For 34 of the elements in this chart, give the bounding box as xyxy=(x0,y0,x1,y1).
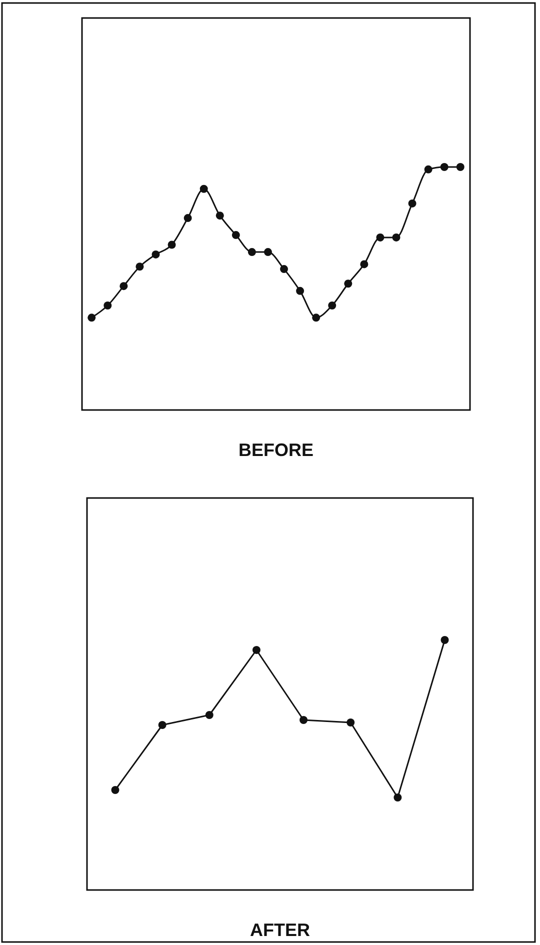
point xyxy=(440,636,449,644)
point xyxy=(300,716,308,724)
point xyxy=(168,240,176,249)
point xyxy=(440,163,448,171)
point xyxy=(200,184,208,193)
point xyxy=(104,302,112,310)
point xyxy=(216,212,224,220)
text: BEFORE xyxy=(238,440,314,460)
point xyxy=(312,314,320,322)
point xyxy=(408,199,416,208)
point xyxy=(158,721,166,729)
point xyxy=(456,163,464,171)
point xyxy=(296,286,304,295)
point xyxy=(120,282,128,290)
point xyxy=(360,260,368,268)
point xyxy=(328,302,336,310)
point xyxy=(152,250,160,258)
point xyxy=(111,786,120,794)
point xyxy=(394,794,402,802)
point xyxy=(232,231,240,240)
point xyxy=(252,646,260,654)
point xyxy=(392,233,400,242)
point xyxy=(346,718,355,726)
point xyxy=(88,314,96,322)
point xyxy=(376,233,384,242)
text: AFTER xyxy=(250,920,310,940)
point xyxy=(344,280,352,288)
point xyxy=(184,214,192,222)
point xyxy=(205,711,214,719)
point xyxy=(280,265,288,274)
point xyxy=(136,262,144,271)
point xyxy=(424,165,432,174)
point xyxy=(264,248,272,256)
point xyxy=(248,248,256,256)
